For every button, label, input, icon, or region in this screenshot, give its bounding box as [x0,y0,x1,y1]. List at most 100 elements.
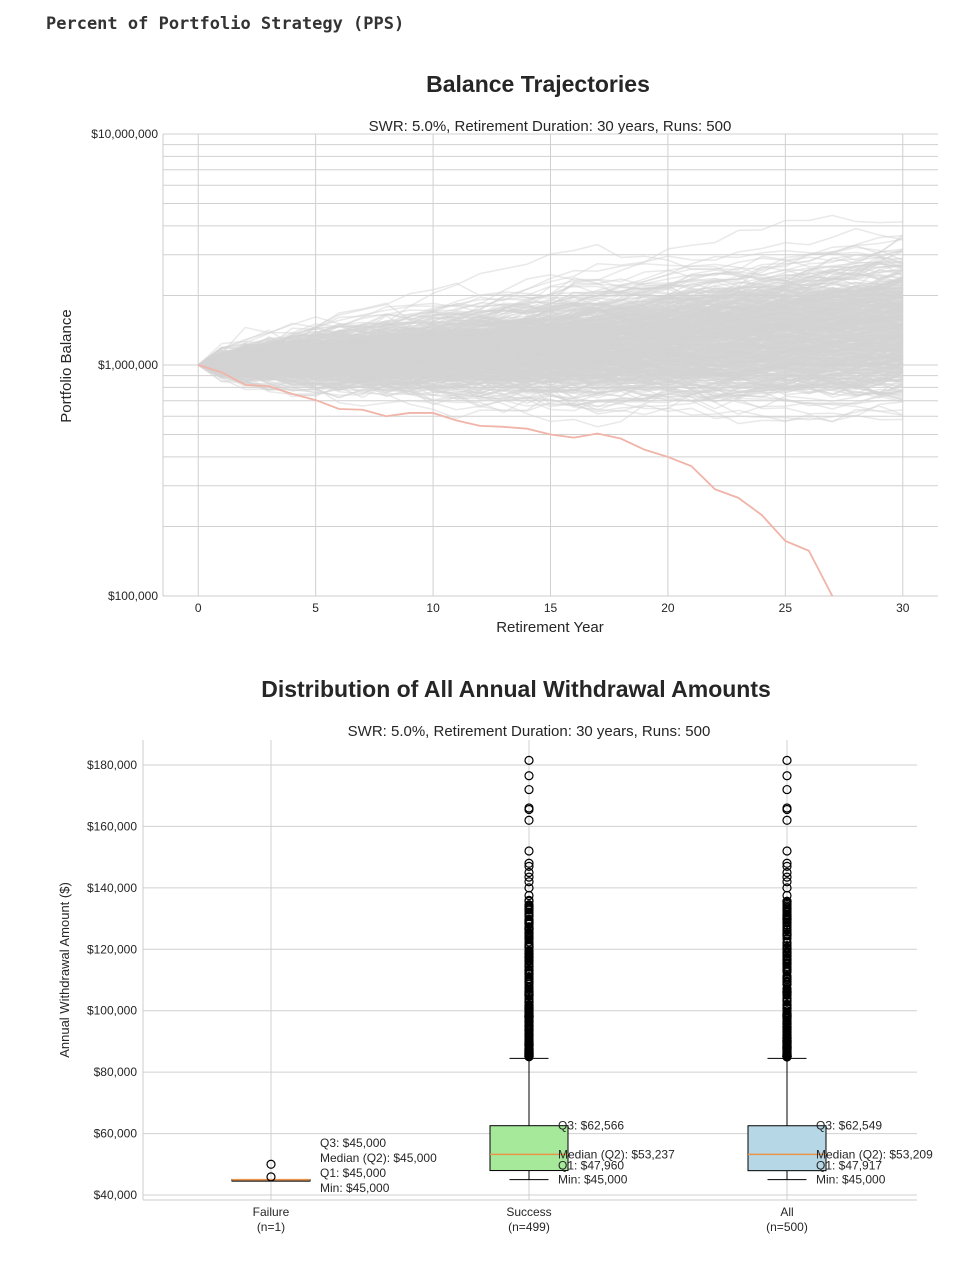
outlier-point [782,867,792,878]
outlier-point [524,902,534,912]
outlier-point [524,784,534,795]
y-tick-label: $40,000 [94,1188,138,1202]
annotation-label: Q3: $45,000 [320,1136,386,1150]
annotation-label: Min: $45,000 [320,1181,390,1195]
y-tick-label: $140,000 [87,881,137,895]
outlier-point [524,861,534,871]
success-trajectory-line [198,361,903,396]
outlier-point [782,861,792,871]
y-tick-label: $100,000 [87,1004,137,1018]
annotation-label: Q1: $47,960 [558,1159,624,1173]
outlier-point [782,931,792,941]
outlier-point [524,803,534,813]
outlier-point [782,897,792,907]
success-trajectory-line [198,290,903,366]
outlier-point [782,942,792,952]
outlier-point [524,984,534,995]
x-tick-count: (n=1) [257,1220,285,1234]
chart1-ylabel: Portfolio Balance [58,309,75,422]
x-tick-label: 30 [896,601,910,615]
outlier-point [524,867,534,878]
outlier-point [524,989,534,999]
outlier-point [524,928,534,938]
outlier-point [524,858,534,868]
outlier-point [524,1045,534,1056]
outlier-point [524,872,534,882]
x-tick-count: (n=499) [508,1220,550,1234]
outlier-point [266,1172,276,1182]
x-tick-label: 0 [195,601,202,615]
x-tick-label: 20 [661,601,675,615]
success-trajectory-line [197,336,903,409]
x-tick-label: 25 [779,601,793,615]
outlier-point [782,937,792,948]
outlier-point [524,896,534,906]
success-trajectory-line [197,327,904,379]
x-tick-label: Success [506,1205,551,1219]
y-tick-label: $100,000 [108,589,158,603]
y-tick-label: $1,000,000 [98,358,158,372]
outlier-point [524,846,534,856]
annotation-label: Median (Q2): $45,000 [320,1151,437,1165]
outlier-point [524,974,534,984]
success-trajectory-line [198,316,903,370]
outlier-point [782,858,792,868]
success-trajectory-line [198,214,903,366]
success-trajectory-line [198,338,904,371]
outlier-point [524,942,534,953]
success-trajectory-line [198,345,904,366]
outlier-point [524,1011,534,1022]
annotation-label: Q1: $45,000 [320,1166,386,1180]
balance-trajectories-chart: Balance Trajectories SWR: 5.0%, Retireme… [58,71,938,636]
success-trajectory-line [197,326,903,366]
x-tick-count: (n=500) [766,1220,808,1234]
success-trajectory-line [198,360,904,410]
outlier-point [524,961,534,972]
outlier-point [524,771,534,781]
success-trajectories [197,214,904,428]
outlier-point [524,1022,534,1032]
outlier-point [524,923,534,933]
outlier-point [782,1046,792,1056]
outlier-point [524,907,534,917]
x-tick-label: 5 [312,601,319,615]
outlier-point [782,918,792,928]
chart2-title: Distribution of All Annual Withdrawal Am… [261,676,771,702]
success-trajectory-line [198,299,903,366]
outlier-point [782,990,792,1000]
outlier-point [782,996,792,1006]
success-trajectory-line [198,284,903,371]
outlier-point [524,877,534,887]
outlier-point [524,883,534,893]
outlier-point [266,1159,276,1169]
outlier-point [524,937,534,947]
outlier-point [782,1035,792,1045]
success-trajectory-line [198,291,904,367]
success-trajectory-line [198,337,904,368]
annotation-label: Q1: $47,917 [816,1159,882,1173]
y-tick-label: $10,000,000 [91,127,158,141]
y-tick-label: $160,000 [87,819,137,833]
outlier-point [782,846,792,856]
box-iqr [489,1125,569,1172]
outlier-point [524,947,534,957]
box-iqr [747,1125,827,1172]
outlier-point [782,877,792,887]
outlier-point [524,1051,534,1061]
outlier-point [782,755,792,765]
success-trajectory-line [197,357,903,388]
outlier-point [782,925,792,935]
outlier-point [782,1023,792,1033]
success-trajectory-line [198,315,903,366]
chart1-title: Balance Trajectories [426,71,650,97]
outlier-point [524,1005,534,1015]
outlier-point [782,914,792,924]
x-tick-label: 10 [426,601,440,615]
outlier-point [782,1002,792,1012]
chart2-subtitle: SWR: 5.0%, Retirement Duration: 30 years… [348,723,711,740]
outlier-point [782,1013,792,1023]
outlier-point [524,950,534,960]
success-trajectory-line [198,320,904,380]
outlier-point [782,883,792,893]
success-trajectory-line [198,305,904,369]
